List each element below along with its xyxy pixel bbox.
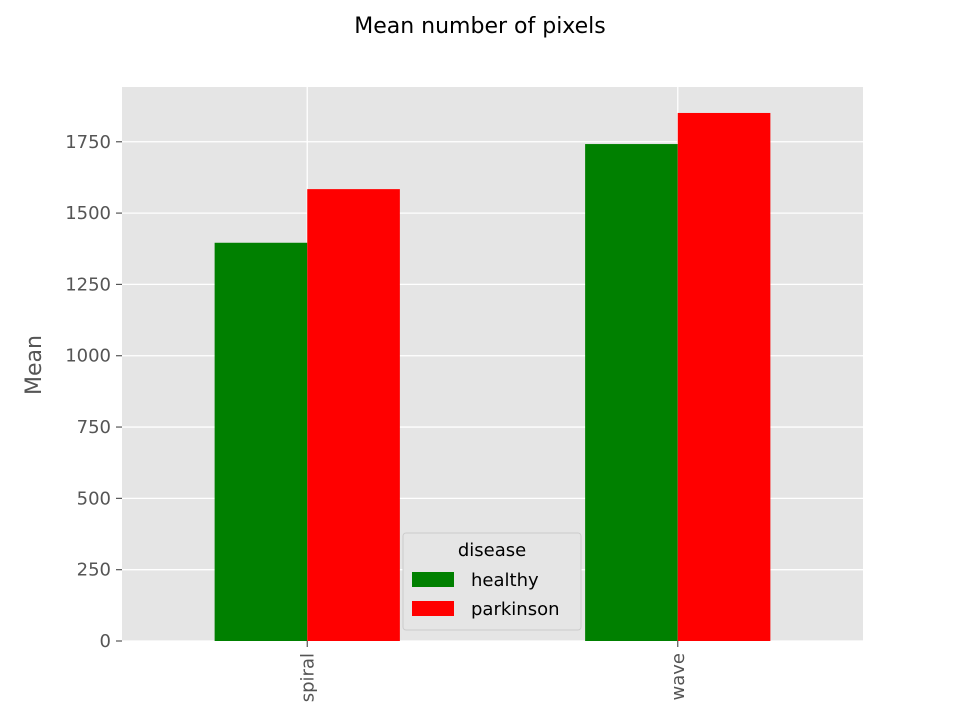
legend-label-parkinson: parkinson	[471, 599, 560, 620]
x-tick-label: spiral	[297, 653, 318, 702]
x-axis-ticks: spiral wave	[297, 641, 689, 702]
y-axis-ticks: 0 250 500 750 1000 1250 1500 1750	[65, 132, 122, 652]
bar-healthy-wave	[585, 144, 678, 642]
legend-swatch-healthy	[412, 572, 454, 587]
bar-healthy-spiral	[214, 242, 308, 641]
legend-swatch-parkinson	[412, 601, 454, 616]
legend-label-healthy: healthy	[471, 570, 539, 591]
x-tick-label: wave	[668, 653, 689, 700]
y-tick-label: 1500	[65, 203, 111, 224]
y-tick-label: 0	[100, 631, 111, 652]
legend-items: healthy parkinson	[412, 570, 560, 620]
bar-parkinson-spiral	[307, 189, 400, 642]
chart-title: Mean number of pixels	[354, 14, 606, 39]
bar-parkinson-wave	[677, 112, 771, 641]
y-tick-label: 1750	[65, 132, 111, 153]
legend-title: disease	[458, 540, 526, 561]
bars	[214, 112, 771, 642]
legend: disease healthy parkinson	[402, 532, 582, 631]
y-tick-label: 1000	[65, 346, 111, 367]
y-tick-label: 250	[77, 560, 111, 581]
y-tick-label: 500	[77, 488, 111, 509]
y-axis-label: Mean	[22, 335, 47, 395]
y-tick-label: 1250	[65, 274, 111, 295]
y-tick-label: 750	[77, 417, 111, 438]
